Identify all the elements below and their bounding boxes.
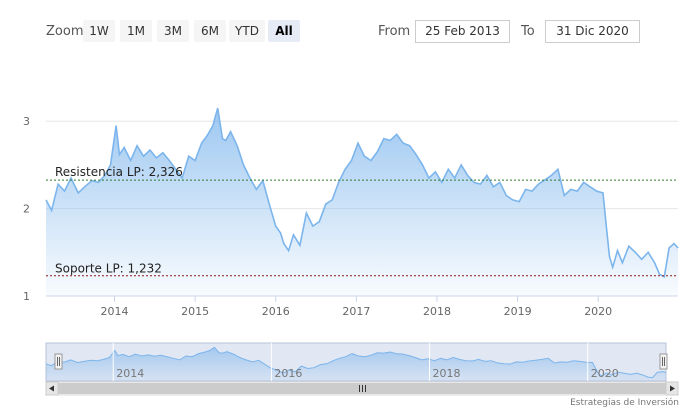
navigator-tick-label: 2014 [116, 367, 144, 380]
x-axis-ticks: 2014 2015 2016 2017 2018 2019 2020 [101, 296, 612, 318]
navigator-series-line [45, 346, 667, 379]
zoom-ytd-button[interactable]: YTD [229, 20, 265, 42]
y-axis-ticks: 1 2 3 [23, 115, 30, 303]
scrollbar-grip-icon [359, 385, 366, 392]
x-tick-label: 2016 [262, 305, 290, 318]
navigator-tick-label: 2020 [591, 367, 619, 380]
zoom-6m-button[interactable]: 6M [194, 20, 226, 42]
navigator-series-area [46, 347, 666, 381]
navigator-left-handle[interactable] [54, 353, 63, 370]
series-line [45, 107, 679, 279]
y-tick-label: 1 [23, 290, 30, 303]
support-label: Soporte LP: 1,232 [55, 262, 162, 276]
navigator-right-handle[interactable] [659, 353, 668, 370]
y-tick-label: 2 [23, 203, 30, 216]
zoom-1w-button[interactable]: 1W [83, 20, 115, 42]
x-tick-label: 2018 [423, 305, 451, 318]
x-tick-label: 2015 [181, 305, 209, 318]
scroll-left-icon [49, 385, 54, 392]
x-tick-label: 2014 [101, 305, 129, 318]
zoom-1m-button[interactable]: 1M [120, 20, 152, 42]
zoom-label: Zoom [46, 24, 84, 39]
x-tick-label: 2019 [504, 305, 532, 318]
scroll-right-icon [670, 385, 675, 392]
zoom-3m-button[interactable]: 3M [157, 20, 189, 42]
x-tick-label: 2020 [584, 305, 612, 318]
series-area [46, 108, 678, 296]
resistance-label: Resistencia LP: 2,326 [55, 165, 183, 179]
navigator-grid: 2014 2016 2018 2020 [112, 343, 619, 381]
x-tick-label: 2017 [342, 305, 370, 318]
scroll-right-button[interactable] [665, 381, 679, 396]
scrollbar[interactable] [45, 381, 679, 396]
y-tick-label: 3 [23, 115, 30, 128]
zoom-all-button[interactable]: All [268, 20, 300, 42]
from-date-input[interactable]: 25 Feb 2013 [415, 20, 510, 43]
credit-label: Estrategias de Inversión [570, 398, 679, 408]
navigator[interactable]: 2014 2016 2018 2020 [45, 342, 668, 382]
scroll-left-button[interactable] [45, 381, 59, 396]
range-selector-toolbar: Zoom 1W 1M 3M 6M YTD All From 25 Feb 201… [0, 0, 693, 60]
from-label: From [378, 24, 411, 39]
to-date-input[interactable]: 31 Dic 2020 [545, 20, 640, 43]
navigator-tick-label: 2016 [274, 367, 302, 380]
to-label: To [521, 24, 535, 39]
navigator-tick-label: 2018 [433, 367, 461, 380]
